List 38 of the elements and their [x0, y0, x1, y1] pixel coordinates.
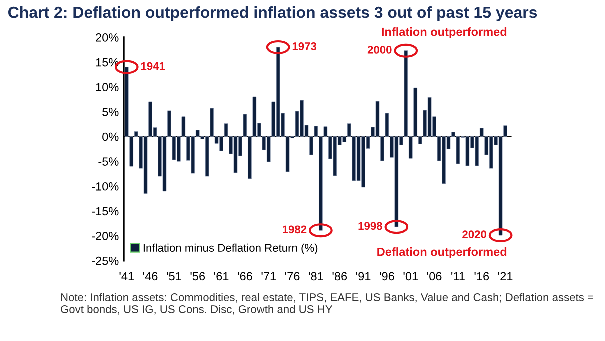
y-tick-label: 15%	[96, 58, 119, 67]
y-tick-label: 20%	[96, 34, 119, 42]
x-tick-label: '66	[238, 272, 252, 281]
legend-label: Inflation minus Deflation Return (%)	[144, 244, 318, 254]
x-tick-label: '01	[404, 272, 418, 281]
y-tick-label: 0%	[102, 132, 119, 142]
x-tick-label: '46	[143, 272, 158, 281]
y-tick-label: 10%	[96, 83, 119, 92]
x-tick-label: '81	[309, 272, 324, 281]
x-tick-label: '71	[262, 272, 276, 281]
y-tick-label: -25%	[92, 256, 119, 266]
x-tick-label: '96	[380, 272, 394, 281]
y-tick-label: -10%	[92, 182, 119, 191]
x-tick-label: '06	[427, 272, 442, 281]
annotation: 2000	[368, 46, 392, 54]
y-tick-label: -5%	[98, 158, 119, 166]
y-tick-label: -20%	[92, 232, 119, 240]
x-tick-label: '51	[167, 272, 182, 281]
chart-title: Chart 2: Deflation outperformed inflation assets 3 out of past 15 years	[8, 6, 538, 22]
y-tick-label: 5%	[102, 108, 119, 116]
annotation: 1973	[292, 42, 317, 50]
x-tick-label: '76	[285, 272, 300, 281]
x-tick-label: '61	[214, 272, 229, 281]
annotation: Deflation outperformed	[378, 248, 507, 259]
x-tick-label: '91	[356, 272, 371, 281]
x-tick-label: '86	[332, 272, 348, 281]
annotation: 1982	[283, 226, 307, 234]
x-tick-label: '11	[452, 272, 465, 281]
annotation: Inflation outperformed	[382, 28, 507, 39]
x-tick-label: '56	[190, 272, 206, 281]
text: Note: Inflation assets: Commodities, real estate, TIPS, EAFE, US Banks, Value and Cash; Deflation assets = Govt bonds, US IG, US Cons. Disc, Growth and US HY	[61, 293, 594, 315]
y-tick-label: -15%	[92, 207, 119, 216]
x-tick-label: '16	[474, 272, 490, 281]
x-tick-label: '21	[498, 272, 513, 281]
annotation: 1998	[358, 222, 382, 230]
x-tick-label: '41	[120, 272, 134, 281]
annotation: 2020	[462, 230, 486, 239]
annotation: 1941	[141, 62, 166, 70]
